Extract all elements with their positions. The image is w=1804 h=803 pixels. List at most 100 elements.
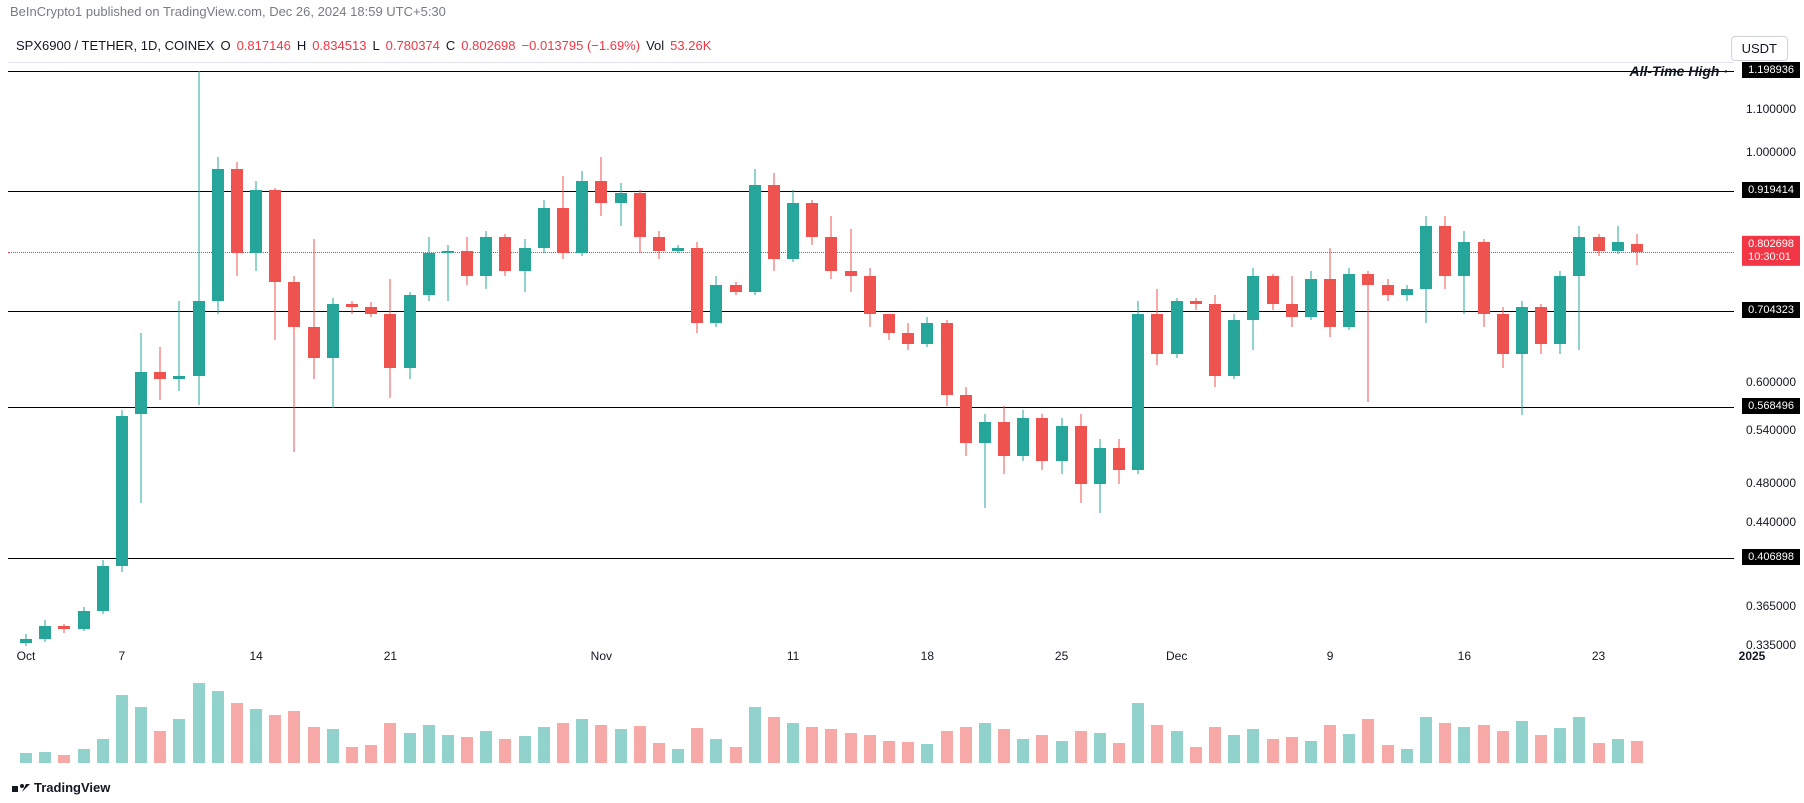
candle xyxy=(440,63,456,646)
volume-bar xyxy=(58,755,70,763)
candle xyxy=(497,63,513,646)
volume-pane[interactable] xyxy=(8,673,1734,763)
y-tick-label: 0.365000 xyxy=(1746,599,1796,613)
volume-bar xyxy=(250,709,262,763)
candle xyxy=(1169,63,1185,646)
y-tick-label: 0.540000 xyxy=(1746,423,1796,437)
volume-bar xyxy=(116,695,128,763)
volume-bar xyxy=(135,707,147,763)
volume-bar xyxy=(1209,727,1221,763)
candle xyxy=(708,63,724,646)
candle xyxy=(1054,63,1070,646)
candle xyxy=(1418,63,1434,646)
volume-bar xyxy=(423,725,435,763)
candle xyxy=(536,63,552,646)
candle xyxy=(1533,63,1549,646)
volume-bar xyxy=(902,742,914,763)
volume-bar xyxy=(1190,747,1202,763)
volume-bar xyxy=(20,753,32,763)
volume-bar xyxy=(749,707,761,763)
volume-bar xyxy=(1075,731,1087,763)
candle xyxy=(1265,63,1281,646)
volume-bar xyxy=(691,728,703,763)
candle xyxy=(728,63,744,646)
candle xyxy=(306,63,322,646)
volume-bar xyxy=(576,719,588,763)
x-tick-label: Oct xyxy=(17,649,36,663)
volume-bar xyxy=(979,723,991,763)
time-axis[interactable]: Oct71421Nov111825Dec916232025 xyxy=(8,649,1734,673)
candle xyxy=(114,63,130,646)
volume-bar xyxy=(787,723,799,763)
volume-bar xyxy=(97,739,109,763)
candle xyxy=(1303,63,1319,646)
volume-bar xyxy=(1612,739,1624,763)
candle xyxy=(996,63,1012,646)
volume-bar xyxy=(883,741,895,763)
price-axis[interactable]: 1.1989360.9194140.7043230.5684960.406898… xyxy=(1734,62,1804,645)
candle xyxy=(1073,63,1089,646)
currency-badge[interactable]: USDT xyxy=(1731,36,1788,61)
candle xyxy=(958,63,974,646)
volume-bar xyxy=(1535,735,1547,763)
volume-bar xyxy=(1305,741,1317,763)
volume-bar xyxy=(672,749,684,763)
candle xyxy=(1380,63,1396,646)
volume-bar xyxy=(634,726,646,763)
volume-bar xyxy=(499,739,511,763)
volume-bar xyxy=(1151,725,1163,763)
candle xyxy=(56,63,72,646)
x-tick-label: 25 xyxy=(1055,649,1068,663)
volume-bar xyxy=(1171,731,1183,763)
candle xyxy=(574,63,590,646)
volume-bar xyxy=(768,717,780,763)
price-level-box: 0.568496 xyxy=(1742,398,1800,414)
candle xyxy=(210,63,226,646)
volume-bar xyxy=(1056,741,1068,763)
candle xyxy=(421,63,437,646)
volume-bar xyxy=(365,745,377,763)
volume-bar xyxy=(1420,717,1432,763)
volume-bar xyxy=(231,703,243,763)
chart-pane[interactable]: All-Time High · xyxy=(8,62,1734,645)
last-price-box: 0.80269810:30:01 xyxy=(1742,236,1800,266)
candle xyxy=(133,63,149,646)
volume-bar xyxy=(212,691,224,763)
volume-bar xyxy=(921,744,933,763)
candle xyxy=(478,63,494,646)
candle xyxy=(1341,63,1357,646)
candle xyxy=(1034,63,1050,646)
y-tick-label: 0.440000 xyxy=(1746,515,1796,529)
candle xyxy=(18,63,34,646)
volume-bar xyxy=(1036,735,1048,763)
candle xyxy=(766,63,782,646)
volume-bar xyxy=(595,725,607,763)
volume-bar xyxy=(615,729,627,763)
x-tick-label: 14 xyxy=(249,649,262,663)
candle xyxy=(977,63,993,646)
candle xyxy=(881,63,897,646)
candle xyxy=(900,63,916,646)
volume-bar xyxy=(825,729,837,763)
volume-bar xyxy=(269,715,281,763)
volume-bar xyxy=(1267,739,1279,763)
volume-bar xyxy=(1497,731,1509,763)
candle xyxy=(325,63,341,646)
candle xyxy=(1456,63,1472,646)
volume-bar xyxy=(1094,733,1106,763)
candle xyxy=(229,63,245,646)
volume-bar xyxy=(1554,728,1566,763)
volume-bar xyxy=(730,747,742,763)
candle xyxy=(593,63,609,646)
volume-bar xyxy=(288,711,300,763)
volume-bar xyxy=(173,719,185,763)
candle xyxy=(1571,63,1587,646)
volume-bar xyxy=(845,733,857,763)
volume-bar xyxy=(941,731,953,763)
volume-bar xyxy=(1343,734,1355,763)
volume-bar xyxy=(1132,703,1144,763)
candle xyxy=(1226,63,1242,646)
candle xyxy=(363,63,379,646)
volume-bar xyxy=(1439,723,1451,763)
volume-bar xyxy=(308,727,320,763)
